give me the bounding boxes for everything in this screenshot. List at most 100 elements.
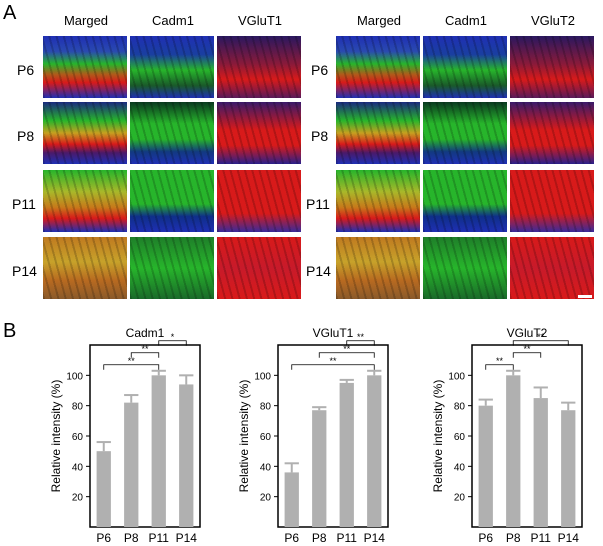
bar xyxy=(179,384,194,527)
bar xyxy=(561,410,576,527)
micrograph-tile xyxy=(130,36,214,98)
micrograph-tile xyxy=(423,170,507,232)
bar xyxy=(312,410,327,527)
micrograph-tile xyxy=(423,102,507,164)
bar xyxy=(96,451,111,527)
significance-bracket xyxy=(318,352,375,358)
col-header-left-cadm1: Cadm1 xyxy=(152,13,194,28)
x-tick-label: P8 xyxy=(506,531,521,545)
micrograph-tile xyxy=(217,36,301,98)
y-tick-label: 20 xyxy=(454,493,466,504)
y-axis-label: Relative intensity (%) xyxy=(237,380,251,493)
micrograph-tile xyxy=(130,170,214,232)
x-tick-label: P8 xyxy=(124,531,139,545)
row-label-left-p6: P6 xyxy=(17,62,35,78)
plot-frame xyxy=(277,344,389,528)
y-tick-label: 100 xyxy=(448,371,465,382)
x-tick-label: P6 xyxy=(96,531,111,545)
bar xyxy=(151,375,166,527)
y-tick-label: 40 xyxy=(260,462,272,473)
significance-bracket xyxy=(485,364,514,370)
y-tick-label: 40 xyxy=(72,462,84,473)
micrograph-tile xyxy=(510,36,594,98)
significance-label: ** xyxy=(329,356,337,366)
micrograph-tile xyxy=(130,237,214,299)
significance-bracket xyxy=(158,340,187,346)
y-tick-label: 100 xyxy=(254,371,271,382)
significance-bracket xyxy=(346,340,375,346)
micrograph-tile xyxy=(43,237,127,299)
significance-label: ** xyxy=(496,356,504,366)
y-tick-label: 100 xyxy=(66,371,83,382)
micrograph-tile xyxy=(423,36,507,98)
micrograph-tile xyxy=(43,170,127,232)
y-tick-label: 60 xyxy=(454,432,466,443)
bar xyxy=(478,405,493,527)
micrograph-tile xyxy=(336,237,420,299)
col-header-right-vglut2: VGluT2 xyxy=(530,13,576,28)
row-label-right-p6: P6 xyxy=(311,62,329,78)
y-tick-label: 20 xyxy=(72,493,84,504)
micrograph-tile xyxy=(217,102,301,164)
x-tick-label: P11 xyxy=(149,531,170,545)
y-tick-label: 80 xyxy=(72,402,84,413)
bar xyxy=(339,382,354,527)
significance-label: ** xyxy=(141,344,149,354)
significance-label: ** xyxy=(357,332,365,342)
bar xyxy=(506,375,521,527)
significance-bracket xyxy=(512,340,569,346)
plot-frame xyxy=(89,344,201,528)
x-tick-label: P11 xyxy=(531,531,552,545)
col-header-left-vglut1: VGluT1 xyxy=(237,13,283,28)
micrograph-tile xyxy=(510,102,594,164)
micrograph-tile xyxy=(43,102,127,164)
panel-b-label: B xyxy=(3,320,17,342)
micrograph-tile xyxy=(336,36,420,98)
x-tick-label: P8 xyxy=(312,531,327,545)
y-tick-label: 80 xyxy=(260,402,272,413)
y-tick-label: 20 xyxy=(260,493,272,504)
significance-bracket xyxy=(103,364,160,370)
significance-bracket xyxy=(512,352,542,358)
y-axis-label: Relative intensity (%) xyxy=(49,380,63,493)
micrograph-tile xyxy=(336,102,420,164)
col-header-right-merged: Marged xyxy=(356,13,402,28)
significance-bracket xyxy=(291,364,375,370)
x-tick-label: P14 xyxy=(558,531,580,545)
chart-title: VGluT1 xyxy=(313,326,354,340)
row-label-right-p11: P11 xyxy=(306,196,330,212)
scale-bar xyxy=(578,295,592,298)
row-label-left-p11: P11 xyxy=(12,196,36,212)
significance-label: ** xyxy=(537,332,545,342)
bar xyxy=(284,472,299,527)
chart-title: Cadm1 xyxy=(126,326,165,340)
y-tick-label: 60 xyxy=(260,432,272,443)
x-tick-label: P11 xyxy=(337,531,358,545)
y-axis-label: Relative intensity (%) xyxy=(431,380,445,493)
significance-label: ** xyxy=(128,356,136,366)
bar xyxy=(124,402,139,527)
row-label-left-p14: P14 xyxy=(12,263,37,279)
x-tick-label: P6 xyxy=(478,531,493,545)
y-tick-label: 60 xyxy=(72,432,84,443)
panel-a-label: A xyxy=(3,2,17,24)
micrograph-tile xyxy=(217,170,301,232)
micrograph-tile xyxy=(423,237,507,299)
x-tick-label: P14 xyxy=(364,531,386,545)
col-header-right-cadm1: Cadm1 xyxy=(445,13,487,28)
row-label-left-p8: P8 xyxy=(17,128,35,144)
row-label-right-p14: P14 xyxy=(306,263,331,279)
micrograph-tile xyxy=(217,237,301,299)
micrograph-tile xyxy=(43,36,127,98)
bar xyxy=(367,375,382,527)
significance-label: * xyxy=(171,332,175,342)
y-tick-label: 80 xyxy=(454,402,466,413)
micrograph-tile xyxy=(336,170,420,232)
chart-title: VGluT2 xyxy=(507,326,548,340)
plot-frame xyxy=(471,344,583,528)
micrograph-tile xyxy=(130,102,214,164)
significance-label: ** xyxy=(343,344,351,354)
row-label-right-p8: P8 xyxy=(311,128,329,144)
x-tick-label: P14 xyxy=(176,531,198,545)
significance-bracket xyxy=(130,352,160,358)
